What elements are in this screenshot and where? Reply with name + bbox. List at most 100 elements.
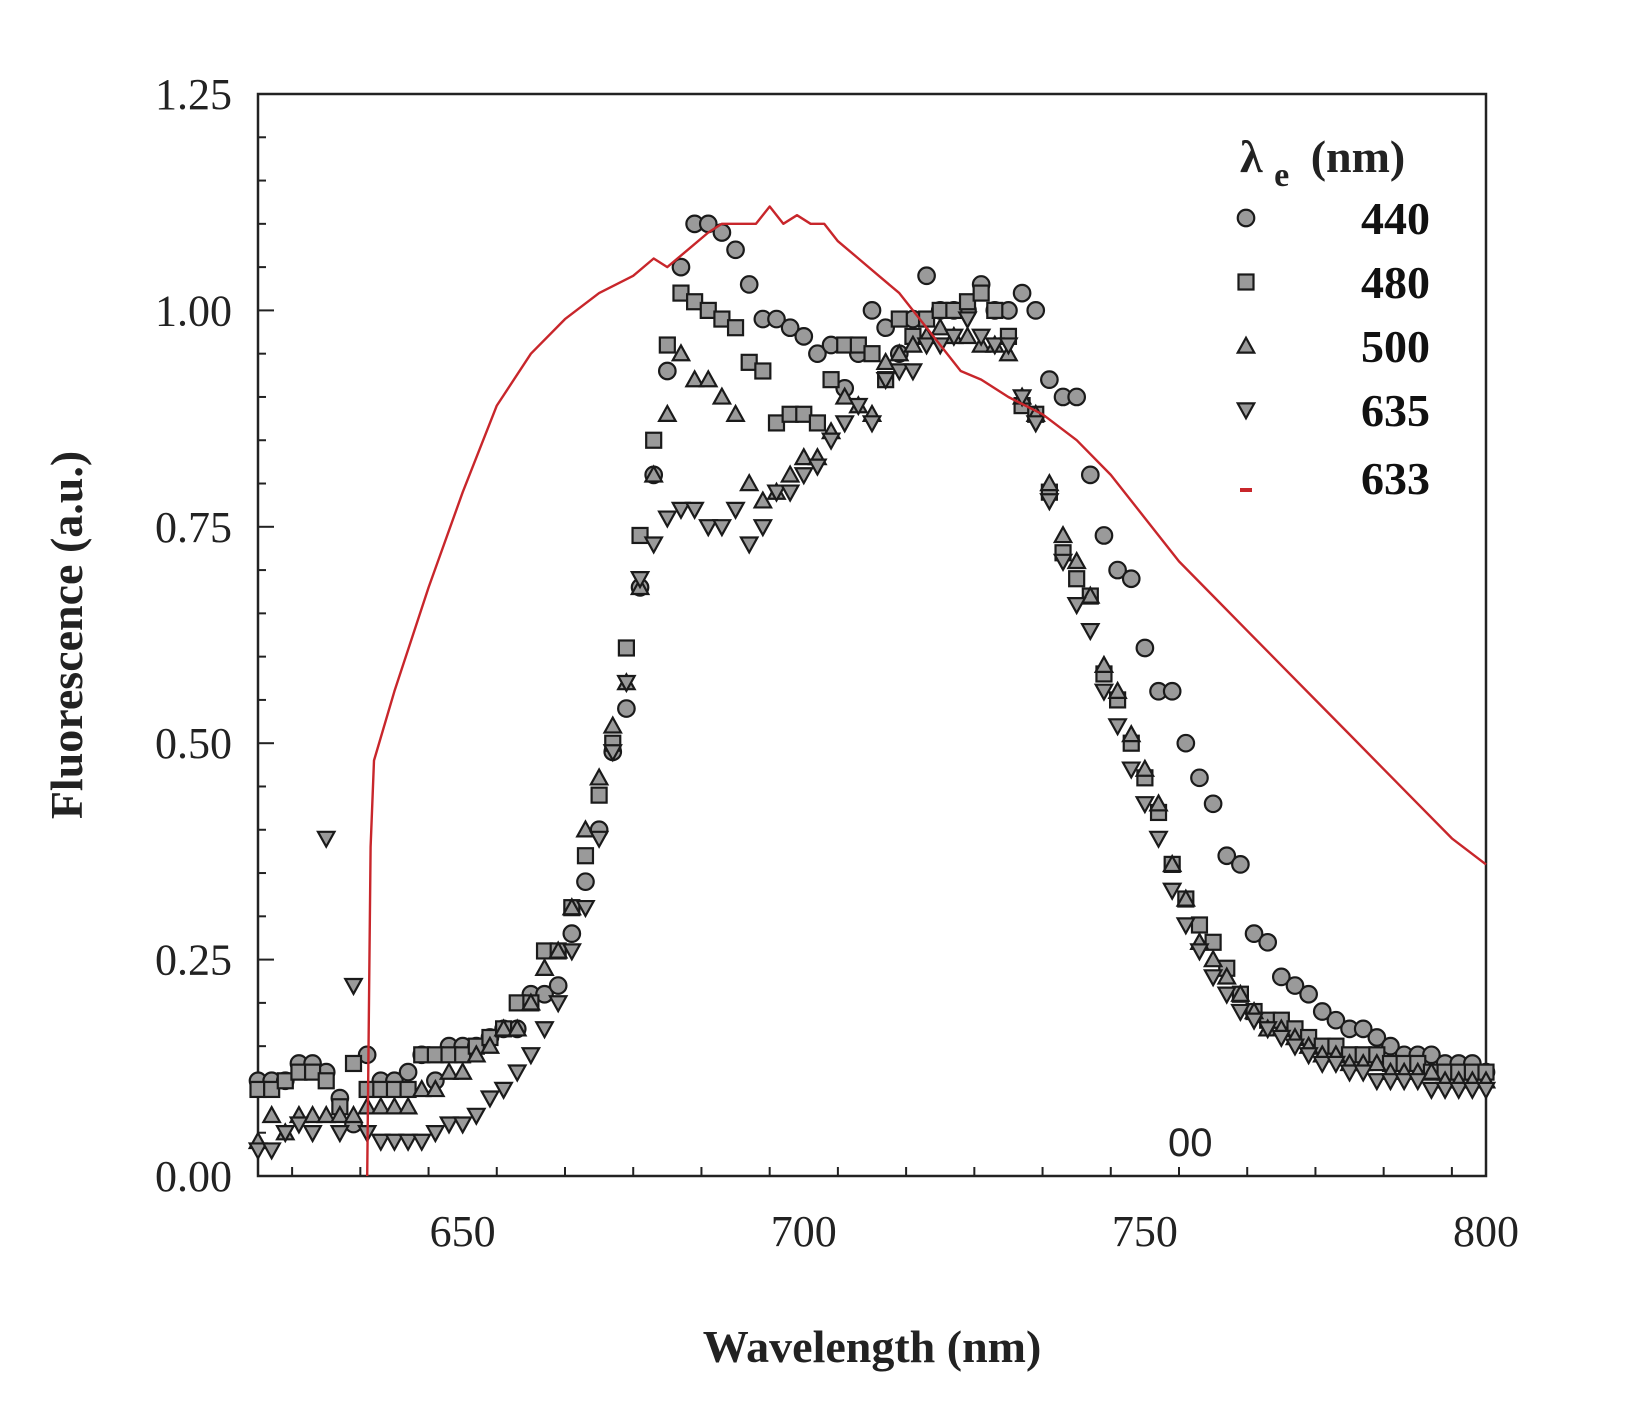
- data-point-440: [1285, 976, 1305, 995]
- data-point-440: [1271, 967, 1291, 987]
- data-point-635: [657, 510, 678, 529]
- data-point-500: [1093, 654, 1115, 673]
- data-point-500: [739, 473, 760, 492]
- data-point-500: [657, 403, 678, 422]
- data-point-500: [930, 317, 951, 336]
- data-point-635: [984, 337, 1005, 356]
- series-633: [366, 205, 1487, 1177]
- data-point-635: [302, 1125, 323, 1144]
- data-point-440: [1258, 932, 1278, 952]
- data-point-635: [889, 363, 910, 382]
- data-point-635: [397, 1133, 419, 1152]
- data-point-635: [629, 571, 651, 590]
- data-point-500: [384, 1096, 405, 1115]
- data-point-635: [1298, 1047, 1319, 1066]
- data-point-635: [1107, 718, 1128, 737]
- data-point-635: [1380, 1073, 1401, 1092]
- data-point-480: [672, 284, 690, 302]
- data-point-635: [1216, 986, 1237, 1005]
- data-point-635: [1011, 389, 1033, 408]
- series-635: [247, 311, 1497, 1161]
- data-point-635: [507, 1064, 528, 1083]
- data-point-635: [1066, 597, 1087, 616]
- legend-title-subscript: e: [1274, 157, 1289, 194]
- data-point-500: [588, 767, 610, 786]
- data-point-635: [1243, 1012, 1265, 1031]
- data-point-440: [1381, 1036, 1400, 1056]
- data-point-635: [1284, 1038, 1306, 1057]
- data-point-440: [1190, 768, 1209, 788]
- data-point-500: [889, 343, 910, 362]
- data-point-500: [725, 403, 746, 422]
- data-point-440: [1203, 794, 1223, 814]
- data-point-440: [1121, 569, 1141, 589]
- data-point-635: [1093, 683, 1115, 702]
- data-point-480: [767, 414, 786, 432]
- data-point-500: [343, 1104, 364, 1124]
- data-point-500: [302, 1104, 323, 1124]
- stray-annotation: 00: [1168, 1121, 1213, 1165]
- legend-label-635: 635: [1361, 385, 1430, 436]
- data-point-635: [1312, 1055, 1333, 1074]
- data-point-440: [1012, 283, 1032, 303]
- data-point-635: [1421, 1081, 1442, 1100]
- data-point-480: [590, 786, 608, 804]
- data-point-635: [1162, 882, 1183, 901]
- x-tick-label: 800: [1453, 1207, 1519, 1256]
- data-point-635: [1052, 553, 1074, 572]
- data-point-500: [316, 1104, 337, 1124]
- data-point-500: [370, 1096, 391, 1115]
- y-tick-label: 0.25: [155, 936, 232, 985]
- data-point-635: [575, 899, 596, 919]
- plot-frame: [256, 92, 1488, 1178]
- data-point-635: [1134, 796, 1156, 815]
- data-point-440: [794, 327, 814, 346]
- data-point-635: [329, 1125, 350, 1144]
- data-point-480: [849, 336, 867, 354]
- data-point-480: [972, 284, 990, 302]
- data-point-480: [344, 1054, 363, 1073]
- y-axis-tick-labels: 0.00 0.25 0.50 0.75 1.00 1.25: [155, 70, 232, 1201]
- data-point-480: [658, 336, 676, 354]
- data-point-635: [943, 328, 964, 347]
- x-axis-title: Wavelength (nm): [703, 1321, 1042, 1372]
- data-point-635: [275, 1125, 296, 1144]
- data-point-635: [848, 397, 869, 417]
- data-point-500: [1421, 1061, 1442, 1080]
- data-point-500: [507, 1018, 528, 1037]
- data-point-635: [1080, 622, 1101, 642]
- data-point-500: [711, 386, 733, 405]
- data-series: [247, 205, 1497, 1177]
- data-point-480: [890, 310, 908, 328]
- legend: λ e (nm) 440 480 500 635 633: [1235, 131, 1430, 504]
- data-point-635: [1271, 1029, 1292, 1049]
- data-point-480: [699, 301, 717, 319]
- data-point-635: [370, 1133, 391, 1152]
- data-point-635: [793, 467, 814, 486]
- x-tick-label: 750: [1112, 1207, 1178, 1256]
- data-point-635: [1407, 1073, 1428, 1092]
- data-point-440: [1067, 387, 1087, 407]
- data-point-635: [438, 1116, 460, 1135]
- data-point-635: [1202, 969, 1224, 988]
- data-point-480: [740, 353, 758, 371]
- legend-label-480: 480: [1361, 257, 1430, 308]
- data-point-635: [1353, 1064, 1374, 1083]
- x-axis-tick-labels: 650 700 750 800: [430, 1207, 1519, 1256]
- data-point-635: [711, 519, 733, 538]
- data-point-440: [671, 257, 691, 277]
- data-point-635: [288, 1116, 310, 1135]
- data-point-440: [1312, 1002, 1332, 1021]
- data-point-440: [1094, 526, 1114, 545]
- data-point-635: [780, 484, 801, 503]
- data-point-635: [916, 337, 937, 356]
- data-point-635: [316, 830, 337, 849]
- data-point-635: [957, 311, 978, 330]
- data-point-480: [945, 301, 963, 319]
- x-axis-ticks: [291, 1167, 1453, 1176]
- data-point-500: [957, 325, 978, 345]
- series-line-633: [366, 205, 1487, 1177]
- data-point-440: [1244, 924, 1264, 943]
- data-point-440: [1217, 846, 1237, 866]
- data-point-635: [1175, 917, 1196, 936]
